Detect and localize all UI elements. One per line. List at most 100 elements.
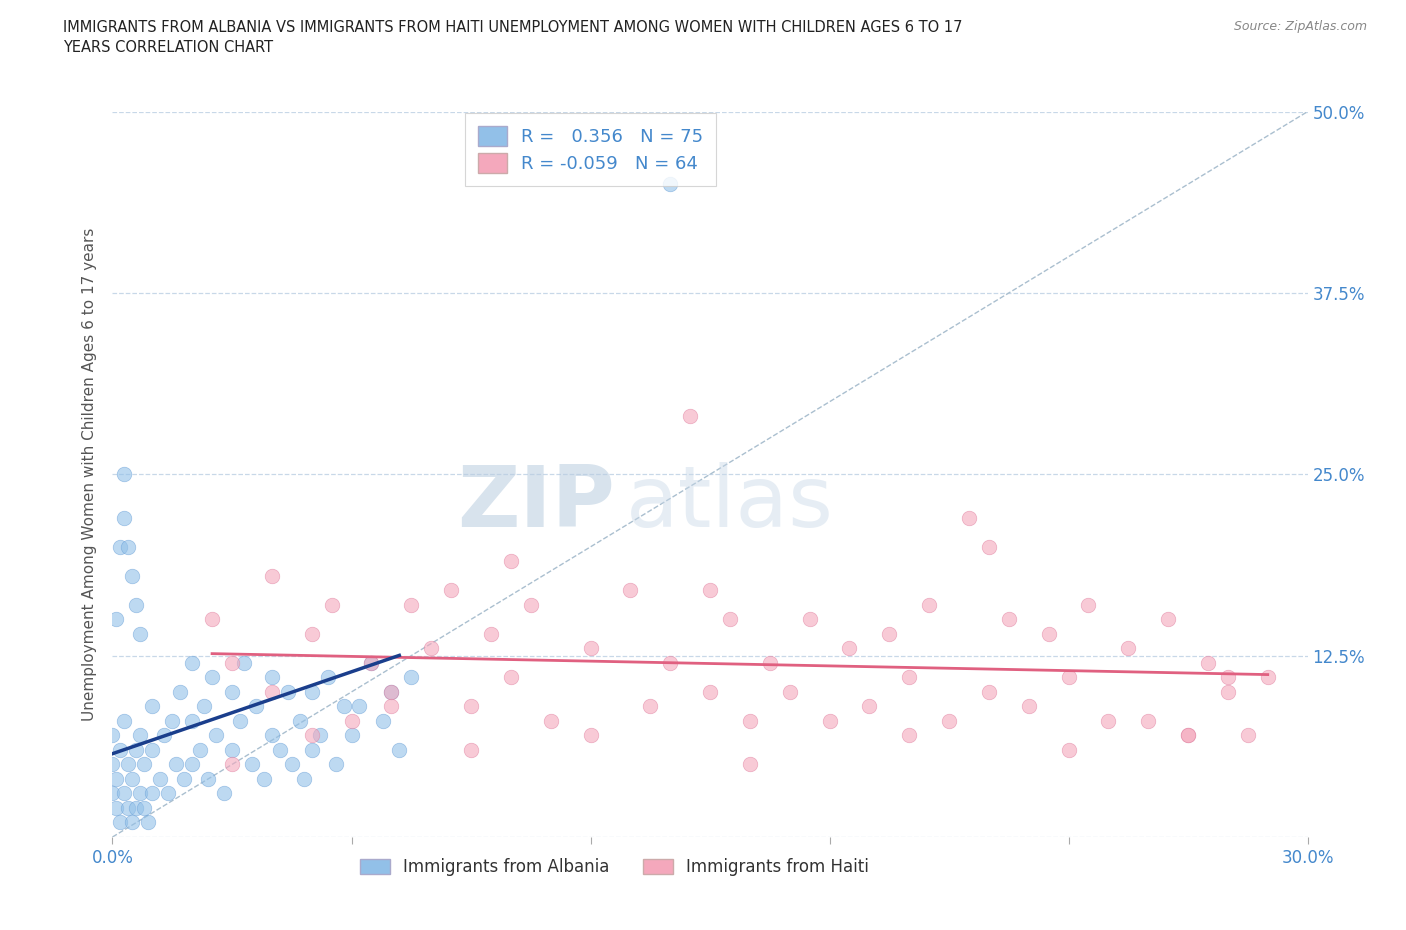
Point bbox=[114, 467, 135, 482]
Point bbox=[879, 627, 901, 642]
Point bbox=[325, 757, 347, 772]
Point bbox=[114, 713, 135, 728]
Point bbox=[699, 583, 721, 598]
Point bbox=[162, 713, 183, 728]
Point bbox=[221, 742, 243, 757]
Point bbox=[460, 699, 482, 714]
Point bbox=[1018, 699, 1040, 714]
Point bbox=[114, 511, 135, 525]
Point bbox=[114, 786, 135, 801]
Point bbox=[898, 728, 921, 743]
Point bbox=[221, 757, 243, 772]
Point bbox=[121, 772, 143, 787]
Point bbox=[938, 713, 960, 728]
Point bbox=[117, 757, 139, 772]
Point bbox=[138, 815, 160, 830]
Point bbox=[388, 742, 411, 757]
Point bbox=[141, 786, 163, 801]
Point bbox=[105, 801, 128, 816]
Point bbox=[579, 641, 602, 656]
Point bbox=[288, 713, 311, 728]
Point bbox=[301, 742, 323, 757]
Point bbox=[779, 684, 801, 699]
Point bbox=[977, 539, 1000, 554]
Point bbox=[221, 656, 243, 671]
Point bbox=[205, 728, 228, 743]
Point bbox=[101, 757, 124, 772]
Point bbox=[1257, 670, 1279, 684]
Point bbox=[134, 757, 156, 772]
Point bbox=[253, 772, 276, 787]
Point bbox=[301, 684, 323, 699]
Point bbox=[129, 627, 152, 642]
Point bbox=[858, 699, 880, 714]
Point bbox=[1118, 641, 1140, 656]
Point bbox=[659, 656, 682, 671]
Point bbox=[440, 583, 463, 598]
Point bbox=[479, 627, 502, 642]
Point bbox=[321, 597, 343, 612]
Point bbox=[401, 670, 423, 684]
Point bbox=[188, 742, 211, 757]
Point bbox=[420, 641, 443, 656]
Point bbox=[149, 772, 172, 787]
Point bbox=[520, 597, 543, 612]
Point bbox=[401, 597, 423, 612]
Point bbox=[1038, 627, 1060, 642]
Point bbox=[269, 742, 291, 757]
Point bbox=[165, 757, 187, 772]
Point bbox=[173, 772, 195, 787]
Point bbox=[260, 670, 283, 684]
Point bbox=[117, 539, 139, 554]
Point bbox=[212, 786, 235, 801]
Point bbox=[1216, 670, 1239, 684]
Point bbox=[1197, 656, 1219, 671]
Point bbox=[110, 742, 132, 757]
Point bbox=[125, 801, 148, 816]
Point bbox=[998, 612, 1021, 627]
Point bbox=[281, 757, 304, 772]
Point bbox=[1137, 713, 1160, 728]
Point bbox=[579, 728, 602, 743]
Text: YEARS CORRELATION CHART: YEARS CORRELATION CHART bbox=[63, 40, 273, 55]
Point bbox=[1097, 713, 1119, 728]
Point bbox=[1077, 597, 1099, 612]
Point bbox=[277, 684, 299, 699]
Point bbox=[121, 815, 143, 830]
Point bbox=[1057, 742, 1080, 757]
Point bbox=[129, 728, 152, 743]
Point bbox=[699, 684, 721, 699]
Point bbox=[240, 757, 263, 772]
Point bbox=[918, 597, 941, 612]
Point bbox=[619, 583, 641, 598]
Point bbox=[101, 786, 124, 801]
Point bbox=[1057, 670, 1080, 684]
Point bbox=[898, 670, 921, 684]
Point bbox=[1177, 728, 1199, 743]
Y-axis label: Unemployment Among Women with Children Ages 6 to 17 years: Unemployment Among Women with Children A… bbox=[82, 228, 97, 721]
Point bbox=[169, 684, 191, 699]
Point bbox=[1216, 684, 1239, 699]
Point bbox=[181, 757, 204, 772]
Point bbox=[460, 742, 482, 757]
Point bbox=[181, 656, 204, 671]
Point bbox=[134, 801, 156, 816]
Point bbox=[380, 684, 402, 699]
Point bbox=[838, 641, 860, 656]
Point bbox=[221, 684, 243, 699]
Point bbox=[197, 772, 219, 787]
Text: ZIP: ZIP bbox=[457, 462, 614, 545]
Point bbox=[759, 656, 782, 671]
Point bbox=[818, 713, 841, 728]
Point bbox=[308, 728, 330, 743]
Point bbox=[380, 684, 402, 699]
Point bbox=[540, 713, 562, 728]
Point bbox=[233, 656, 256, 671]
Point bbox=[301, 728, 323, 743]
Point bbox=[260, 684, 283, 699]
Point bbox=[110, 815, 132, 830]
Point bbox=[360, 656, 382, 671]
Point bbox=[659, 177, 682, 192]
Point bbox=[1237, 728, 1260, 743]
Point bbox=[121, 568, 143, 583]
